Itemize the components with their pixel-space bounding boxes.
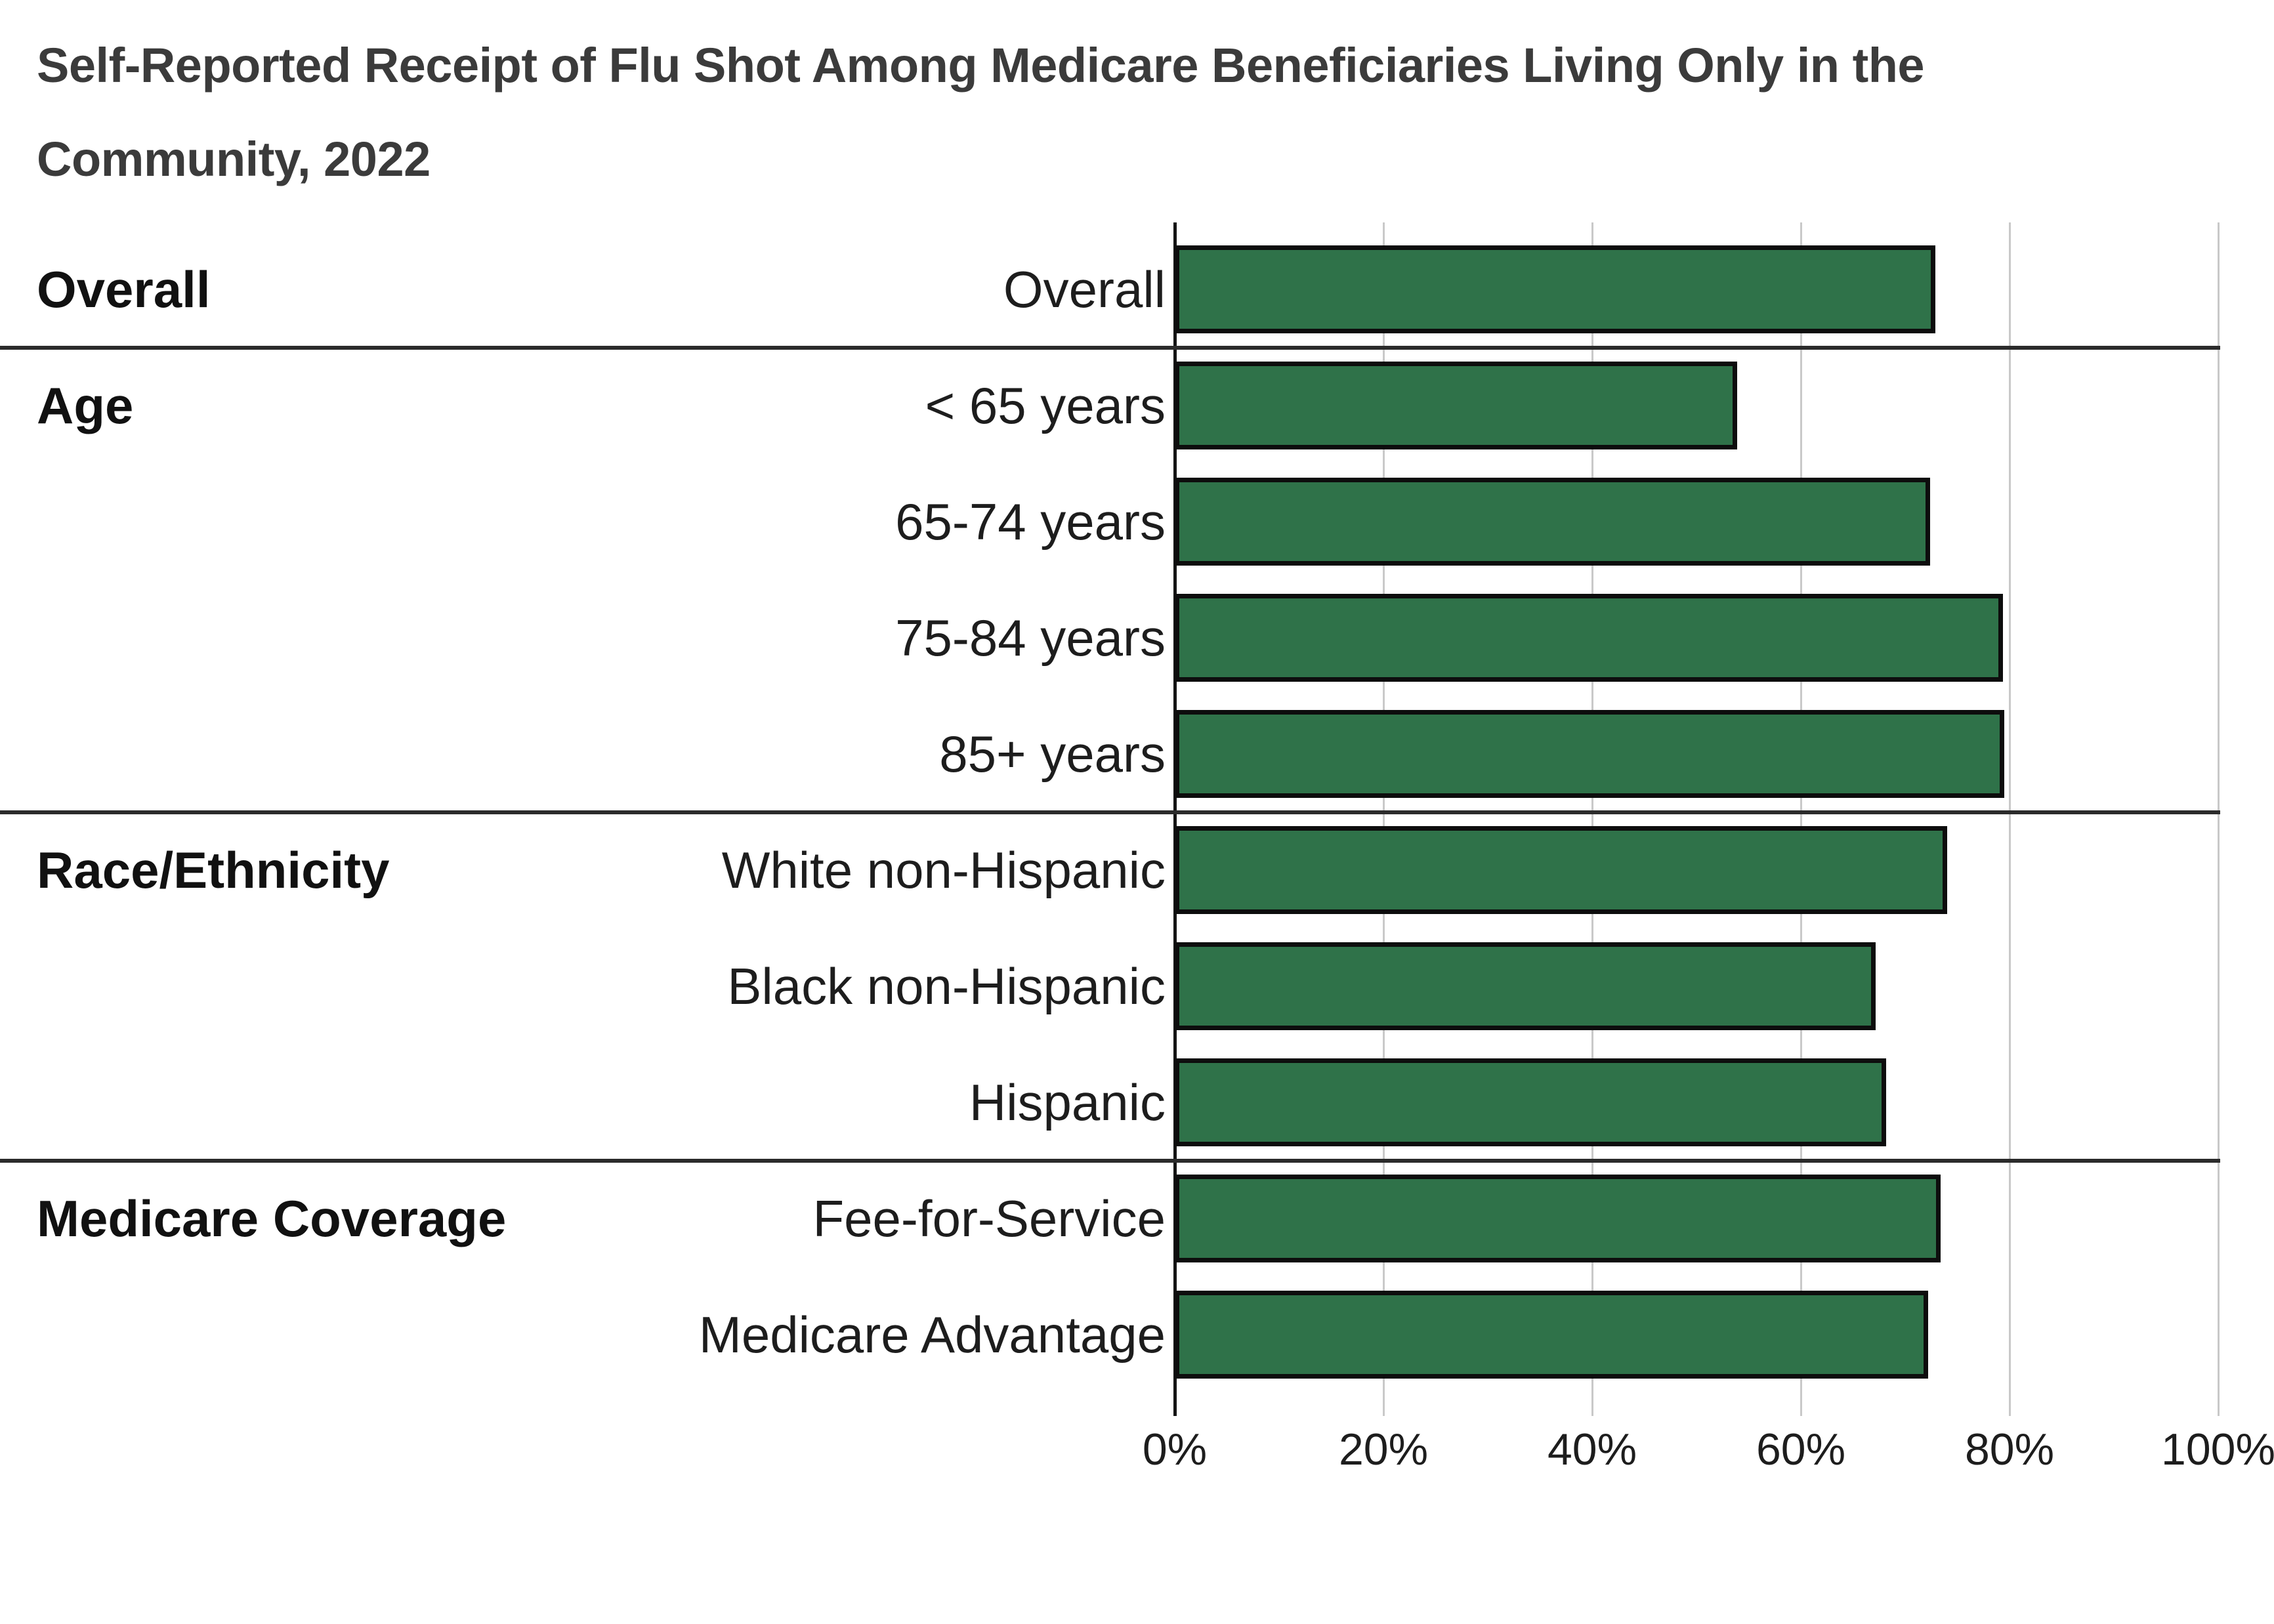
x-gridline-80% [2008,222,2011,1416]
x-gridline-100% [2217,222,2220,1416]
x-gridline-60% [1800,222,1802,1416]
x-tick-label-40%: 40% [1547,1425,1637,1474]
row-label-medicare-advantage: Medicare Advantage [698,1306,1166,1364]
row-label-65-74-years: 65-74 years [895,493,1166,551]
row-label-fee-for-service: Fee-for-Service [812,1190,1166,1247]
x-tick-label-100%: 100% [2161,1425,2274,1474]
group-label-medicare-coverage: Medicare Coverage [37,1190,507,1247]
bar-65-74-years [1175,478,1931,566]
chart-title: Self-Reported Receipt of Flu Shot Among … [37,18,2255,206]
group-label-age: Age [37,377,134,434]
bar-75-84-years [1175,594,2004,682]
row-label-overall: Overall [1003,260,1166,318]
group-label-race-ethnicity: Race/Ethnicity [37,841,390,899]
x-axis-zero-line [1173,222,1177,1416]
bar-fee-for-service [1175,1175,1941,1262]
bar-overall [1175,245,1936,333]
x-tick-label-80%: 80% [1964,1425,2055,1474]
bar--65-years [1175,362,1737,449]
row-label-75-84-years: 75-84 years [895,609,1166,667]
bar-hispanic [1175,1058,1887,1146]
x-tick-label-60%: 60% [1756,1425,1846,1474]
x-gridline-20% [1382,222,1385,1416]
row-label-white-non-hispanic: White non-Hispanic [721,841,1166,899]
x-tick-label-0%: 0% [1142,1425,1208,1474]
bar-85-years [1175,710,2005,798]
group-separator-1 [0,810,2220,814]
x-gridline-40% [1591,222,1593,1416]
bar-white-non-hispanic [1175,826,1947,914]
bar-medicare-advantage [1175,1291,1928,1379]
group-separator-2 [0,1159,2220,1163]
group-label-overall: Overall [37,260,211,318]
group-separator-0 [0,346,2220,350]
x-tick-label-20%: 20% [1338,1425,1429,1474]
row-label-85-years: 85+ years [939,725,1166,783]
bar-black-non-hispanic [1175,942,1876,1030]
row-label--65-years: < 65 years [925,377,1166,434]
row-label-black-non-hispanic: Black non-Hispanic [727,957,1166,1015]
chart-title-line1: Self-Reported Receipt of Flu Shot Among … [37,38,1925,93]
row-label-hispanic: Hispanic [969,1073,1166,1131]
chart-title-line2: Community, 2022 [37,132,431,186]
